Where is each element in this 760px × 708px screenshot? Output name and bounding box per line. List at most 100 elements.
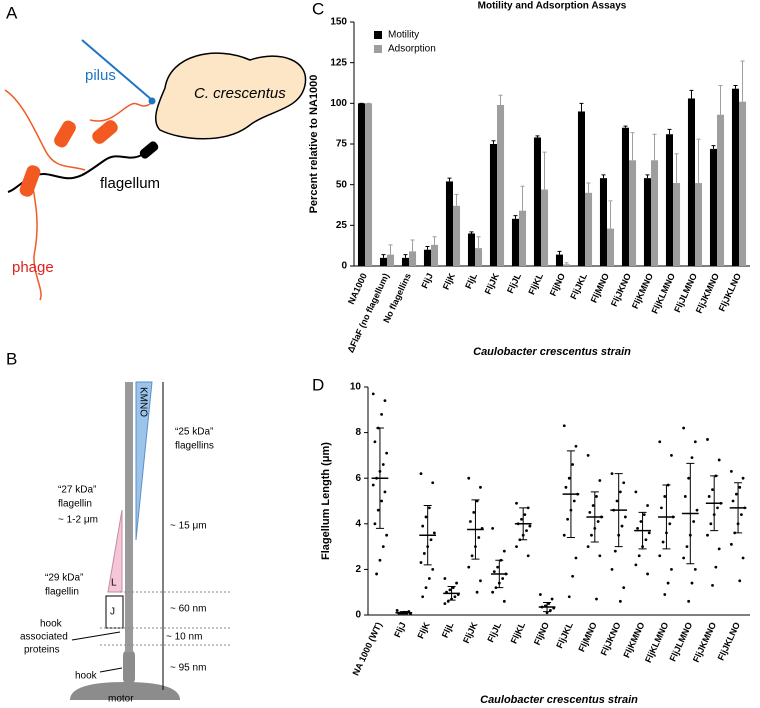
bar [511, 218, 519, 266]
bar [731, 88, 739, 267]
error-bar [733, 84, 738, 89]
data-point [714, 565, 718, 569]
error-bar [447, 177, 452, 182]
data-point [598, 479, 602, 482]
bar [533, 137, 541, 266]
data-point [646, 572, 649, 576]
data-point [622, 586, 626, 590]
data-point [373, 522, 377, 526]
flagellum-label: flagellum [100, 175, 160, 192]
data-point [448, 588, 452, 592]
x-tick-label: FljL [440, 620, 456, 639]
data-point [538, 593, 542, 596]
cell [155, 52, 307, 140]
data-point [622, 481, 626, 485]
data-point [595, 495, 598, 498]
x-tick-label: FljKMNO [630, 272, 655, 311]
data-point [562, 424, 566, 428]
data-point [501, 577, 505, 580]
data-point [663, 593, 667, 596]
error-bar [601, 174, 606, 179]
error-bar [476, 236, 481, 249]
data-point [571, 574, 575, 578]
error-bar [586, 182, 591, 193]
data-point [562, 533, 566, 537]
sd-bar [638, 511, 647, 550]
legend-swatch [374, 45, 382, 53]
bar [467, 233, 475, 266]
x-tick-label: FljJKLNO [717, 272, 743, 313]
data-point [741, 476, 745, 480]
data-point [690, 581, 694, 585]
bar [607, 228, 615, 266]
data-point [716, 506, 719, 510]
data-point [427, 506, 431, 510]
hap-label: hook [40, 619, 63, 630]
data-point [598, 554, 602, 558]
data-point [717, 458, 721, 462]
data-point [424, 515, 428, 519]
x-tick-label: FljKMNO [621, 621, 646, 660]
x-tick-label: FljKL [526, 271, 545, 296]
data-point [502, 599, 506, 603]
x-tick-label: FljK [415, 620, 431, 640]
data-point [470, 554, 474, 558]
error-bar [403, 254, 408, 258]
data-point [738, 485, 742, 489]
data-point [567, 476, 571, 480]
bar [379, 257, 387, 266]
data-point [492, 570, 496, 574]
error-bar [564, 262, 569, 265]
x-tick-label: FljJKLNO [716, 621, 742, 662]
data-point [431, 481, 435, 485]
data-point [711, 488, 714, 491]
data-point [526, 554, 530, 558]
y-tick-label: 4 [355, 518, 361, 529]
data-point [443, 602, 447, 605]
sd-bar [590, 491, 599, 543]
data-point [709, 522, 713, 526]
data-point [613, 549, 617, 553]
error-bar [381, 254, 386, 258]
pointer [99, 667, 123, 673]
sd-bar [543, 601, 552, 613]
data-point [491, 526, 495, 530]
data-point [729, 469, 733, 473]
error-bar [557, 250, 562, 255]
data-point [711, 583, 714, 587]
data-point [685, 545, 689, 548]
legend-label: Motility [388, 30, 419, 41]
x-tick-label: NA1000 [346, 272, 369, 306]
error-bar [630, 132, 635, 161]
y-tick-label: 125 [330, 57, 347, 68]
y-axis-label: Flagellum Length (μm) [320, 442, 332, 560]
phage [92, 120, 118, 144]
y-tick-label: 75 [336, 139, 348, 150]
flagellins-25: “25 kDa” [175, 427, 213, 438]
flagellin-29: “29 kDa” [45, 573, 83, 584]
error-bar [513, 215, 518, 219]
x-tick-label: FljJK [483, 271, 502, 296]
error-bar [491, 140, 496, 144]
data-point [472, 511, 476, 514]
data-point [646, 504, 649, 507]
data-point [376, 508, 380, 512]
sd-bar [686, 462, 695, 565]
bar [555, 254, 563, 266]
error-bar [388, 244, 393, 255]
y-tick-label: 8 [355, 427, 361, 438]
x-tick-label: FljNO [532, 621, 551, 647]
y-tick-label: 25 [336, 220, 348, 231]
y-tick-label: 100 [330, 98, 347, 109]
sd-bar [710, 475, 719, 532]
phage-tails [4, 89, 151, 301]
data-point [491, 590, 495, 594]
data-point [586, 454, 590, 457]
data-point [590, 533, 593, 537]
data-point [567, 595, 571, 599]
error-bar [410, 239, 415, 252]
data-point [610, 568, 614, 571]
y-tick-label: 6 [355, 473, 361, 484]
bar [489, 144, 497, 266]
motor-label: motor [108, 694, 134, 705]
